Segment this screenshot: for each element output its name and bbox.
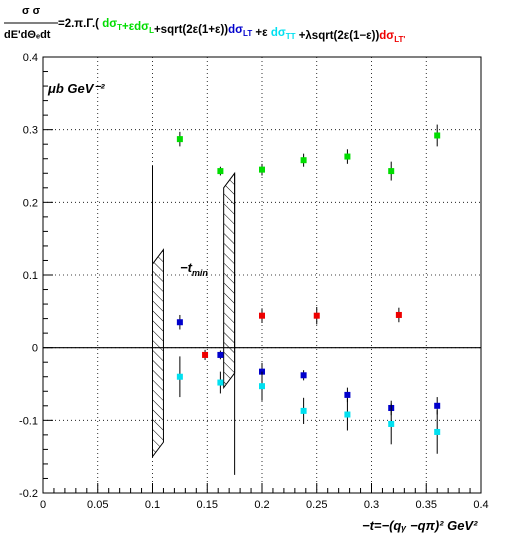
data-point xyxy=(313,312,320,319)
title-term-sub: LT xyxy=(243,29,252,38)
y-tick-label: -0.1 xyxy=(19,415,38,427)
title-lhs-denominator: dE'dΘₑdt xyxy=(4,29,51,41)
data-point xyxy=(176,373,183,380)
y-tick-label: 0.2 xyxy=(23,197,38,209)
tmin-annotation-sub: min xyxy=(192,268,209,278)
title-term: +εdσ xyxy=(122,21,149,33)
data-point xyxy=(217,379,224,386)
x-tick-label: 0.3 xyxy=(364,499,379,511)
y-tick-label: 0 xyxy=(32,343,38,355)
data-point xyxy=(300,157,307,164)
y-tick-label: 0.4 xyxy=(23,52,38,64)
x-tick-label: 0.4 xyxy=(473,499,488,511)
tmin-bands xyxy=(152,166,236,475)
y-tick-label: 0.1 xyxy=(23,270,38,282)
x-tick-label: 0.1 xyxy=(145,499,160,511)
title-term: +ε xyxy=(252,27,271,39)
data-point xyxy=(217,168,224,175)
title-lhs-numerator: σ σ xyxy=(22,5,41,17)
data-point xyxy=(388,168,395,175)
data-point xyxy=(395,311,402,318)
title-term: dσ xyxy=(102,18,117,30)
title-formula: =2.π.Γ.( dσT+εdσL+sqrt(2ε(1+ε))dσLT +ε d… xyxy=(58,18,405,44)
y-tick-label: 0.3 xyxy=(23,125,38,137)
series-sigT_plus_epsL xyxy=(176,124,441,181)
data-point xyxy=(344,153,351,160)
y-axis-label: μb GeV⁻² xyxy=(47,81,105,96)
title-term-sub: T xyxy=(117,23,122,32)
data-point xyxy=(434,132,441,139)
tmin-band-hatch xyxy=(152,248,164,459)
title-rhs-prefix: =2.π.Γ.( xyxy=(58,18,99,30)
title-term: dσ xyxy=(379,30,394,42)
data-point xyxy=(259,312,265,319)
tmin-band xyxy=(152,166,164,459)
series-sigTT xyxy=(176,356,441,454)
x-tick-label: 0.25 xyxy=(306,499,327,511)
tmin-band xyxy=(223,171,236,475)
data-point xyxy=(300,407,307,414)
grid xyxy=(43,57,481,493)
data-point xyxy=(388,420,395,427)
data-point xyxy=(300,372,307,379)
tmin-band-hatch xyxy=(223,171,236,390)
chart-title: σ σ dE'dΘₑdt =2.π.Γ.( dσT+εdσL+sqrt(2ε(1… xyxy=(4,5,405,44)
data-point xyxy=(217,351,224,358)
x-tick-label: 0.2 xyxy=(254,499,269,511)
data-point xyxy=(202,351,209,358)
data-point xyxy=(344,411,351,418)
y-tick-label: -0.2 xyxy=(19,488,38,500)
data-points xyxy=(176,124,441,454)
data-point xyxy=(434,428,441,435)
data-point xyxy=(259,166,265,173)
x-tick-label: 0.05 xyxy=(87,499,108,511)
data-point xyxy=(259,383,265,390)
title-term-sub: TT xyxy=(286,32,296,41)
title-term: +λsqrt(2ε(1−ε)) xyxy=(296,30,380,42)
data-point xyxy=(176,319,183,326)
x-axis-label: −t=−(qᵧ −qπ)² GeV² xyxy=(362,518,478,533)
x-tick-label: 0.35 xyxy=(416,499,437,511)
title-term-sub: LT' xyxy=(394,35,405,44)
title-term-sub: L xyxy=(149,26,154,35)
x-tick-label: 0 xyxy=(40,499,46,511)
data-point xyxy=(344,391,351,398)
series-sigLTprime xyxy=(202,306,402,361)
series-sigLT xyxy=(176,314,441,416)
data-point xyxy=(176,136,183,143)
tmin-annotation: −tmin xyxy=(180,260,208,278)
axis-ticks: 0 0.05 0.1 0.15 0.2 0.25 0.3 0.35 0.4 -0.2 -0.1 0 0.… xyxy=(19,52,489,511)
title-term: +sqrt(2ε(1+ε)) xyxy=(154,24,228,36)
data-point xyxy=(434,402,441,409)
title-term: dσ xyxy=(271,27,286,39)
title-term: dσ xyxy=(228,24,243,36)
x-tick-label: 0.15 xyxy=(197,499,218,511)
